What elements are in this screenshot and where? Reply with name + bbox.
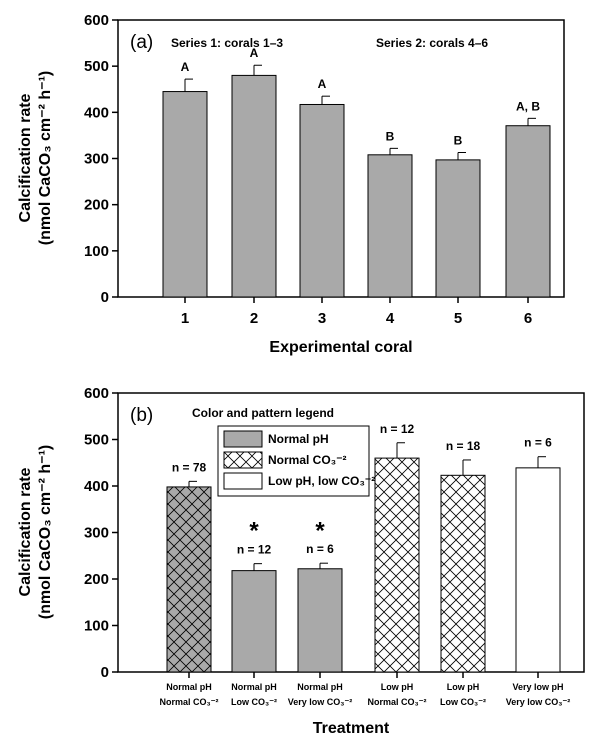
bar bbox=[297, 568, 343, 673]
panel-a: (a) Series 1: corals 1–3 Series 2: coral… bbox=[17, 12, 565, 356]
panel-label-a: (a) bbox=[130, 32, 153, 53]
bar bbox=[367, 154, 413, 298]
significance-letter: A, B bbox=[516, 99, 540, 113]
n-label: n = 12 bbox=[380, 422, 415, 436]
bar bbox=[440, 474, 486, 673]
x-tick-label-line1: Low pH bbox=[381, 682, 414, 692]
y-tick-label: 600 bbox=[84, 12, 109, 29]
bars-a: A A A B B A, B bbox=[162, 46, 551, 298]
bars-b: n = 78n = 12*n = 6*n = 12n = 18 n = 6 bbox=[166, 422, 561, 673]
legend-swatch bbox=[223, 451, 263, 469]
y-axis-a: 0 100 200 300 400 500 600 bbox=[84, 12, 118, 306]
x-tick-label-line1: Normal pH bbox=[297, 682, 343, 692]
y-tick-label: 600 bbox=[84, 385, 109, 402]
n-label: n = 12 bbox=[237, 543, 272, 557]
bar bbox=[374, 457, 420, 673]
bar bbox=[231, 570, 277, 673]
significance-letter: B bbox=[454, 133, 463, 147]
legend-swatch bbox=[223, 430, 263, 448]
bar bbox=[435, 159, 481, 298]
legend-b: Normal pH Normal CO₃⁻² Low pH, low CO₃⁻² bbox=[217, 425, 375, 497]
significance-asterisk: * bbox=[315, 518, 325, 545]
annotation-series-2: Series 2: corals 4–6 bbox=[376, 36, 488, 50]
y-axis-title-a-line2: (nmol CaCO₃ cm⁻² h⁻¹) bbox=[37, 71, 54, 246]
y-tick-label: 0 bbox=[101, 289, 109, 306]
x-tick-label-line2: Very low CO₃⁻² bbox=[506, 697, 570, 707]
x-axis-b: Normal pH Normal CO₃⁻² Normal pH Low CO₃⁻² N… bbox=[160, 672, 570, 707]
significance-letter: A bbox=[181, 60, 190, 74]
x-tick-label: 6 bbox=[524, 310, 532, 327]
bar bbox=[515, 467, 561, 673]
y-tick-label: 300 bbox=[84, 525, 109, 542]
legend-title: Color and pattern legend bbox=[192, 406, 334, 420]
x-axis-a: 1 2 3 4 5 6 bbox=[181, 297, 532, 327]
bar bbox=[166, 486, 212, 673]
y-tick-label: 500 bbox=[84, 432, 109, 449]
y-tick-label: 200 bbox=[84, 197, 109, 214]
y-axis-b: 0 100 200 300 400 500 600 bbox=[84, 385, 118, 681]
x-tick-label: 3 bbox=[318, 310, 326, 327]
y-tick-label: 100 bbox=[84, 618, 109, 635]
panel-b: (b) Color and pattern legend Normal pHNo… bbox=[17, 385, 585, 737]
y-tick-label: 200 bbox=[84, 571, 109, 588]
x-tick-label-line1: Normal pH bbox=[166, 682, 212, 692]
significance-letter: A bbox=[250, 46, 259, 60]
x-tick-label-line1: Normal pH bbox=[231, 682, 277, 692]
x-tick-label: 5 bbox=[454, 310, 462, 327]
x-tick-label-line2: Low CO₃⁻² bbox=[440, 697, 486, 707]
n-label: n = 78 bbox=[172, 460, 207, 474]
y-tick-label: 0 bbox=[101, 664, 109, 681]
bar bbox=[162, 91, 208, 298]
x-tick-label: 4 bbox=[386, 310, 395, 327]
x-tick-label-line1: Very low pH bbox=[512, 682, 563, 692]
x-tick-label: 1 bbox=[181, 310, 189, 327]
y-axis-title-b-line2: (nmol CaCO₃ cm⁻² h⁻¹) bbox=[37, 445, 54, 620]
x-tick-label-line2: Normal CO₃⁻² bbox=[368, 697, 427, 707]
n-label: n = 18 bbox=[446, 439, 481, 453]
y-tick-label: 500 bbox=[84, 58, 109, 75]
significance-letter: A bbox=[318, 77, 327, 91]
y-tick-label: 100 bbox=[84, 243, 109, 260]
n-label: n = 6 bbox=[306, 542, 334, 556]
legend-swatch bbox=[223, 472, 263, 490]
y-axis-title-a-line1: Calcification rate bbox=[17, 93, 34, 222]
x-tick-label-line2: Normal CO₃⁻² bbox=[160, 697, 219, 707]
x-tick-label-line1: Low pH bbox=[447, 682, 480, 692]
significance-asterisk: * bbox=[249, 518, 259, 545]
y-tick-label: 300 bbox=[84, 151, 109, 168]
x-tick-label: 2 bbox=[250, 310, 258, 327]
x-tick-label-line2: Low CO₃⁻² bbox=[231, 697, 277, 707]
panel-label-b: (b) bbox=[130, 405, 153, 426]
x-tick-label-line2: Very low CO₃⁻² bbox=[288, 697, 352, 707]
n-label: n = 6 bbox=[524, 436, 552, 450]
x-axis-title-b: Treatment bbox=[313, 720, 390, 737]
annotation-series-1: Series 1: corals 1–3 bbox=[171, 36, 283, 50]
y-tick-label: 400 bbox=[84, 478, 109, 495]
bar bbox=[505, 125, 551, 298]
x-axis-title-a: Experimental coral bbox=[269, 339, 412, 356]
bar bbox=[299, 103, 345, 298]
y-axis-title-b-line1: Calcification rate bbox=[17, 467, 34, 596]
bar bbox=[231, 74, 277, 298]
legend-label: Normal CO₃⁻² bbox=[268, 453, 347, 467]
legend-label: Normal pH bbox=[268, 432, 329, 446]
y-tick-label: 400 bbox=[84, 104, 109, 121]
legend-label: Low pH, low CO₃⁻² bbox=[268, 474, 375, 488]
significance-letter: B bbox=[386, 129, 395, 143]
